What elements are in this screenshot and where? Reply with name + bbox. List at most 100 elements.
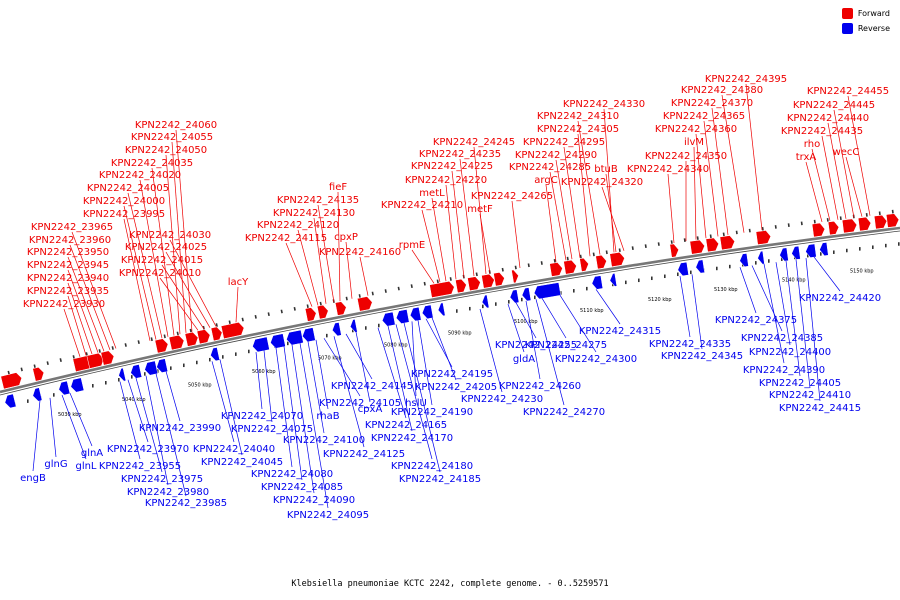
gene-label[interactable]: wecC [833, 147, 860, 158]
forward-gene[interactable] [316, 304, 329, 320]
gene-label[interactable]: metF [467, 204, 493, 215]
reverse-gene[interactable] [117, 367, 127, 382]
gene-label[interactable]: KPN2242_24330 [563, 99, 645, 110]
forward-gene[interactable] [563, 259, 578, 275]
forward-gene[interactable] [196, 329, 211, 345]
gene-label[interactable]: KPN2242_24205 [415, 382, 497, 393]
gene-label[interactable]: KPN2242_23955 [99, 461, 181, 472]
gene-label[interactable]: KPN2242_24210 [381, 200, 463, 211]
forward-gene[interactable] [609, 252, 626, 267]
forward-gene[interactable] [549, 262, 564, 277]
gene-label[interactable]: argC [534, 175, 557, 186]
gene-label[interactable]: KPN2242_24050 [125, 145, 207, 156]
gene-label[interactable]: KPN2242_24055 [131, 132, 213, 143]
gene-label[interactable]: KPN2242_23970 [107, 444, 189, 455]
forward-gene[interactable] [154, 338, 170, 354]
reverse-gene[interactable] [57, 380, 71, 396]
gene-label[interactable]: KPN2242_24350 [645, 151, 727, 162]
gene-label[interactable]: rhaB [316, 411, 339, 422]
gene-label[interactable]: hslU [405, 398, 427, 409]
gene-label[interactable]: cpxP [334, 232, 358, 243]
gene-label[interactable]: KPN2242_24100 [283, 435, 365, 446]
gene-label[interactable]: KPN2242_24090 [273, 495, 355, 506]
gene-label[interactable]: KPN2242_24290 [515, 150, 597, 161]
gene-label[interactable]: KPN2242_24395 [705, 74, 787, 85]
gene-label[interactable]: cpxA [358, 404, 383, 415]
gene-label[interactable]: KPN2242_24180 [391, 461, 473, 472]
reverse-gene[interactable] [381, 311, 396, 327]
forward-gene[interactable] [429, 280, 456, 298]
forward-gene[interactable] [579, 257, 590, 272]
forward-gene[interactable] [220, 321, 245, 340]
gene-label[interactable]: KPN2242_24315 [579, 326, 661, 337]
gene-label[interactable]: KPN2242_24445 [793, 100, 875, 111]
gene-label[interactable]: KPN2242_24370 [671, 98, 753, 109]
gene-label[interactable]: gldA [513, 354, 535, 365]
reverse-gene[interactable] [421, 304, 434, 320]
reverse-gene[interactable] [301, 327, 316, 343]
gene-label[interactable]: KPN2242_24455 [807, 86, 889, 97]
reverse-gene[interactable] [3, 393, 17, 409]
gene-label[interactable]: lacY [228, 277, 249, 288]
gene-label[interactable]: KPN2242_24230 [461, 394, 543, 405]
reverse-gene[interactable] [791, 245, 801, 260]
reverse-gene[interactable] [69, 377, 85, 393]
gene-label[interactable]: KPN2242_24300 [555, 354, 637, 365]
gene-label[interactable]: KPN2242_24095 [287, 510, 369, 521]
gene-label[interactable]: KPN2242_24385 [741, 333, 823, 344]
reverse-gene[interactable] [739, 253, 749, 268]
gene-label[interactable]: KPN2242_23965 [31, 222, 113, 233]
gene-label[interactable]: KPN2242_24105 [319, 398, 401, 409]
gene-label[interactable]: KPN2242_24080 [251, 469, 333, 480]
forward-gene[interactable] [32, 366, 46, 382]
gene-label[interactable]: KPN2242_24010 [119, 268, 201, 279]
gene-label[interactable]: KPN2242_24235 [419, 149, 501, 160]
gene-label[interactable]: glnG [44, 459, 67, 470]
reverse-gene[interactable] [409, 306, 422, 322]
forward-gene[interactable] [689, 239, 706, 255]
forward-gene[interactable] [705, 237, 720, 253]
forward-gene[interactable] [210, 326, 223, 342]
gene-label[interactable]: KPN2242_24030 [129, 230, 211, 241]
forward-gene[interactable] [885, 213, 900, 228]
gene-label[interactable]: KPN2242_23995 [83, 209, 165, 220]
gene-label[interactable]: KPN2242_23930 [23, 299, 105, 310]
gene-label[interactable]: KPN2242_24405 [759, 378, 841, 389]
gene-label[interactable]: KPN2242_24165 [365, 420, 447, 431]
forward-gene[interactable] [467, 276, 481, 292]
gene-label[interactable]: ilvM [684, 137, 704, 148]
forward-gene[interactable] [184, 331, 199, 347]
gene-label[interactable]: KPN2242_24420 [799, 293, 881, 304]
forward-gene[interactable] [168, 334, 185, 351]
reverse-gene[interactable] [819, 242, 829, 257]
gene-label[interactable]: KPN2242_24115 [245, 233, 327, 244]
gene-label[interactable]: KPN2242_24130 [273, 208, 355, 219]
gene-label[interactable]: glnA [81, 448, 103, 459]
reverse-gene[interactable] [437, 302, 446, 317]
forward-gene[interactable] [481, 273, 495, 289]
gene-label[interactable]: KPN2242_24045 [201, 457, 283, 468]
reverse-gene[interactable] [395, 309, 410, 324]
reverse-gene[interactable] [757, 250, 765, 265]
reverse-gene[interactable] [31, 387, 43, 403]
gene-label[interactable]: KPN2242_24360 [655, 124, 737, 135]
gene-label[interactable]: KPN2242_23990 [139, 423, 221, 434]
reverse-gene[interactable] [251, 336, 270, 353]
gene-label[interactable]: KPN2242_24400 [749, 347, 831, 358]
gene-label[interactable]: KPN2242_24305 [537, 124, 619, 135]
forward-gene[interactable] [841, 218, 858, 234]
reverse-gene[interactable] [677, 261, 689, 277]
gene-label[interactable]: KPN2242_24365 [663, 111, 745, 122]
gene-label[interactable]: KPN2242_24190 [391, 407, 473, 418]
gene-label[interactable]: KPN2242_23960 [29, 235, 111, 246]
gene-label[interactable]: KPN2242_24015 [121, 255, 203, 266]
gene-label[interactable]: KPN2242_23985 [145, 498, 227, 509]
forward-gene[interactable] [827, 220, 840, 236]
gene-label[interactable]: engB [20, 473, 46, 484]
gene-label[interactable]: KPN2242_24195 [411, 369, 493, 380]
forward-gene[interactable] [334, 301, 347, 316]
gene-label[interactable]: KPN2242_24185 [399, 474, 481, 485]
gene-label[interactable]: KPN2242_24170 [371, 433, 453, 444]
gene-label[interactable]: KPN2242_24005 [87, 183, 169, 194]
reverse-gene[interactable] [805, 243, 817, 258]
